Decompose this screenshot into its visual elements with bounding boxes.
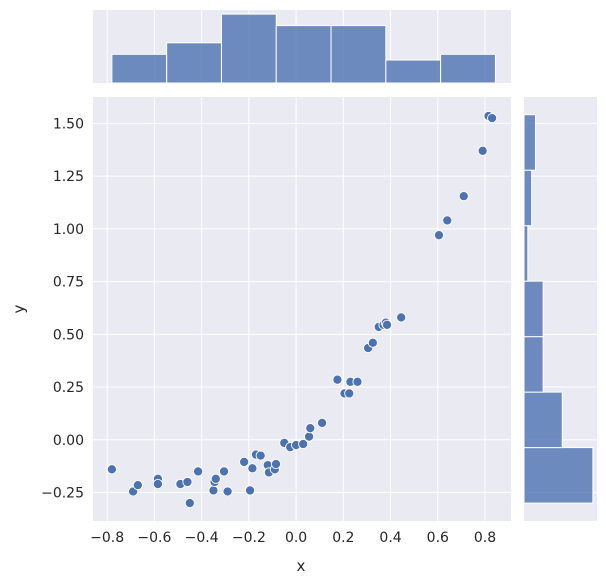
scatter-point	[304, 431, 315, 442]
x-tick-label: 0.6	[427, 530, 449, 546]
scatter-point	[317, 417, 328, 428]
scatter-point	[396, 312, 407, 323]
scatter-point	[184, 498, 195, 509]
scatter-point	[458, 191, 469, 202]
scatter-point	[487, 113, 498, 124]
x-tick-label: 0.2	[332, 530, 354, 546]
y-histogram-bar	[523, 114, 536, 171]
x-histogram-bar	[220, 13, 277, 84]
x-tick-label: 0.8	[474, 530, 496, 546]
y-tick-label: 1.50	[53, 116, 84, 132]
scatter-point	[210, 473, 221, 484]
x-tick-label: −0.4	[185, 530, 219, 546]
scatter-point	[193, 466, 204, 477]
scatter-point	[305, 423, 316, 434]
x-tick-label: −0.6	[137, 530, 171, 546]
scatter-point	[442, 215, 453, 226]
y-histogram-bar	[523, 225, 529, 282]
x-tick-label: −0.8	[90, 530, 124, 546]
x-tick-label: 0.4	[379, 530, 401, 546]
scatter-point	[367, 337, 378, 348]
scatter-plot-area	[93, 97, 511, 521]
x-axis-ticks: −0.8 −0.6 −0.4 −0.2 0.0 0.2 0.4 0.6 0.8	[90, 530, 496, 546]
scatter-point	[255, 450, 266, 461]
scatter-point	[352, 376, 363, 387]
x-histogram-bar	[385, 59, 442, 84]
scatter-point	[182, 476, 193, 488]
y-histogram-bar	[523, 391, 563, 449]
right-histogram-bars	[523, 114, 594, 504]
x-histogram-bar	[166, 42, 222, 84]
y-tick-label: 0.75	[53, 275, 84, 291]
scatter-point	[247, 463, 258, 474]
scatter-point	[433, 230, 445, 241]
scatter-point	[477, 145, 488, 156]
x-histogram-bar	[330, 25, 387, 84]
y-tick-label: 1.25	[53, 169, 84, 185]
scatter-point	[208, 485, 219, 496]
scatter-point	[381, 319, 393, 330]
y-tick-label: 0.00	[53, 433, 84, 449]
x-tick-label: −0.2	[232, 530, 266, 546]
right-marginal-histogram	[523, 97, 597, 521]
scatter-point	[106, 464, 117, 475]
x-tick-label: 0.0	[285, 530, 307, 546]
plot-grid	[93, 97, 511, 521]
scatter-points	[106, 110, 498, 509]
scatter-point	[244, 485, 256, 496]
scatter-point	[132, 480, 143, 491]
y-histogram-bar	[523, 169, 533, 227]
x-histogram-bar	[275, 25, 332, 84]
y-tick-label: 0.25	[53, 380, 84, 396]
scatter-point	[344, 388, 355, 399]
x-axis-label: x	[297, 557, 306, 575]
top-histogram-bars	[111, 13, 496, 84]
scatter-point	[222, 486, 233, 497]
top-marginal-histogram	[93, 10, 511, 84]
y-tick-label: 1.00	[53, 222, 84, 238]
scatter-point	[219, 466, 230, 477]
y-tick-label: 0.50	[53, 327, 84, 343]
y-tick-label: −0.25	[41, 486, 84, 502]
scatter-point	[152, 479, 163, 490]
scatter-point	[270, 458, 282, 470]
y-histogram-bar	[523, 280, 544, 338]
y-axis-label: y	[10, 304, 28, 313]
x-histogram-bar	[111, 53, 168, 84]
scatter-point	[239, 456, 250, 467]
plot-background	[93, 97, 511, 521]
y-histogram-bar	[523, 336, 544, 393]
scatter-point	[332, 374, 343, 385]
scatter-point	[298, 438, 309, 450]
y-axis-ticks: −0.25 0.00 0.25 0.50 0.75 1.00 1.25 1.50	[41, 116, 84, 501]
x-histogram-bar	[440, 53, 496, 84]
y-histogram-bar	[523, 447, 594, 504]
